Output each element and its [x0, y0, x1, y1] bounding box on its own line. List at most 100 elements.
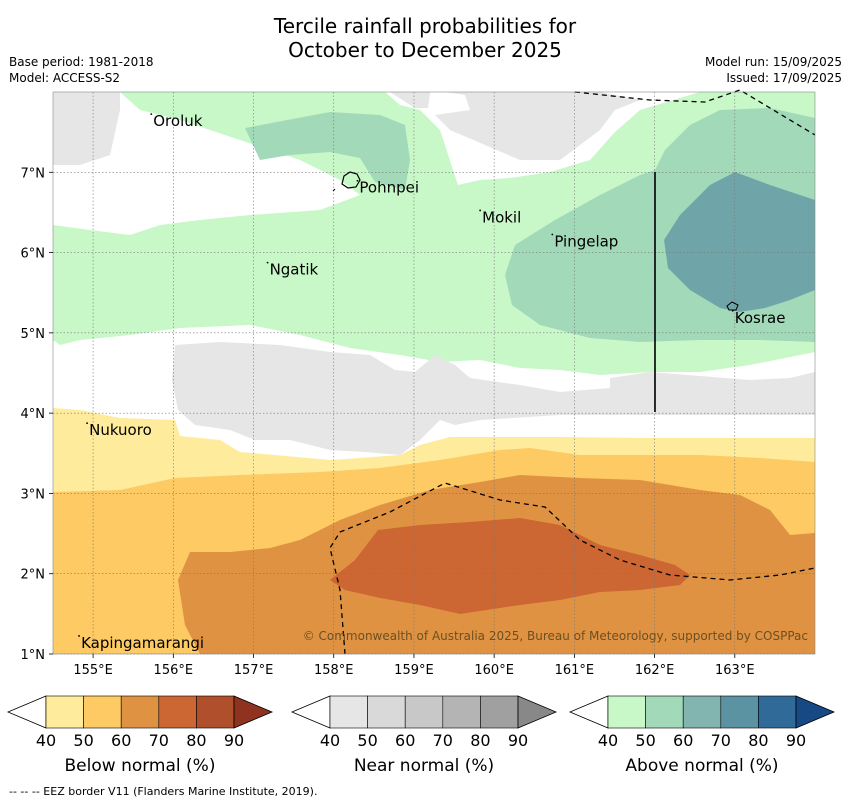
eez-footnote: -- -- -- EEZ border V11 (Flanders Marine…	[9, 785, 318, 798]
place-label-ngatik: Ngatik	[270, 261, 319, 279]
place-label-nukuoro: Nukuoro	[89, 421, 152, 439]
above-normal-50-region-west	[245, 112, 410, 190]
eez-borders	[329, 89, 816, 655]
legend-tick-label: 50	[357, 731, 377, 750]
legend-low-arrow	[568, 695, 609, 729]
lon-tick-label: 160°E	[474, 663, 514, 678]
meta-right: Model run: 15/09/2025 Issued: 17/09/2025	[705, 54, 842, 86]
legend-tick-label: 80	[470, 731, 490, 750]
legend-high-arrow	[795, 695, 836, 729]
lon-tick-label: 161°E	[555, 663, 595, 678]
place-label-pohnpei: Pohnpei	[359, 179, 419, 197]
place-marker-icon	[150, 113, 153, 115]
legend-tick-label: 70	[149, 731, 169, 750]
legend-tick-label: 50	[73, 731, 93, 750]
legend-2: 40 50 60 70 80 90	[568, 695, 836, 750]
legend-swatch	[45, 695, 84, 729]
legend-swatch	[329, 695, 368, 729]
legend-tick-label: 60	[673, 731, 693, 750]
legend-high-arrow	[233, 695, 274, 729]
pohnpei-islet-icon	[332, 188, 336, 192]
lon-tick-label: 156°E	[154, 663, 194, 678]
lat-tick-label: 5°N	[21, 327, 46, 342]
legend-swatch	[83, 695, 122, 729]
above-normal-60-region	[664, 172, 815, 312]
legend-title: Below normal (%)	[64, 756, 216, 776]
legend-tick-label: 40	[320, 731, 340, 750]
title-line-2: October to December 2025	[288, 38, 562, 62]
legend-title: Near normal (%)	[353, 756, 495, 776]
legend-tick-label: 80	[186, 731, 206, 750]
legend-swatch	[607, 695, 646, 729]
legend-high-arrow	[517, 695, 558, 729]
legend-tick-label: 90	[786, 731, 806, 750]
place-marker-icon	[551, 233, 554, 236]
lat-tick-label: 7°N	[21, 166, 46, 181]
legend-swatch	[196, 695, 235, 729]
legend-tick-label: 50	[635, 731, 655, 750]
lat-tick-label: 4°N	[21, 407, 46, 422]
legend-tick-label: 40	[598, 731, 618, 750]
axis-labels: 155°E 156°E 157°E 158°E 159°E 160°E 161°E 162°E…	[21, 166, 755, 678]
legend-tick-label: 80	[748, 731, 768, 750]
legend-swatch	[720, 695, 759, 729]
place-labels: Oroluk Pohnpei Mokil Pingelap Ngatik Kosrae Nu…	[78, 112, 785, 652]
legend-tick-label: 70	[433, 731, 453, 750]
meta-left: Base period: 1981-2018 Model: ACCESS-S2	[9, 54, 154, 86]
lon-tick-label: 155°E	[73, 663, 113, 678]
place-label-oroluk: Oroluk	[153, 112, 202, 130]
near-normal-band	[172, 342, 815, 455]
legend-swatch	[682, 695, 722, 729]
legend-low-arrow	[6, 695, 47, 729]
place-label-mokil: Mokil	[482, 208, 521, 226]
lon-tick-label: 157°E	[234, 663, 274, 678]
place-label-kapingamarangi: Kapingamarangi	[81, 634, 204, 652]
map-title: Tercile rainfall probabilities for Octob…	[0, 14, 850, 62]
eez-border-north	[574, 89, 816, 136]
legend-1: 40 50 60 70 80 90	[290, 695, 558, 750]
near-normal-region-ne	[435, 92, 640, 160]
legend-swatch	[404, 695, 444, 729]
model-name: Model: ACCESS-S2	[9, 71, 121, 85]
lon-tick-label: 162°E	[635, 663, 675, 678]
legend-swatch	[645, 695, 684, 729]
issued-date: Issued: 17/09/2025	[726, 71, 842, 85]
eez-border-south	[329, 482, 816, 655]
legend-tick-label: 40	[36, 731, 56, 750]
place-marker-icon	[731, 309, 734, 312]
title-line-1: Tercile rainfall probabilities for	[273, 14, 577, 38]
place-label-pingelap: Pingelap	[554, 233, 618, 251]
legend-swatch	[442, 695, 481, 729]
place-label-kosrae: Kosrae	[735, 309, 786, 327]
legend-title: Above normal (%)	[625, 756, 779, 776]
kosrae-outline-icon	[726, 301, 739, 311]
model-run: Model run: 15/09/2025	[704, 55, 842, 69]
legend-swatch	[120, 695, 160, 729]
plot-frame	[52, 91, 816, 655]
pohnpei-outline-icon	[341, 171, 361, 189]
legend-swatch	[480, 695, 519, 729]
near-normal-region-nw	[53, 92, 120, 165]
legend-swatch	[158, 695, 197, 729]
legend-tick-label: 90	[224, 731, 244, 750]
place-marker-icon	[266, 261, 269, 264]
lon-tick-label: 158°E	[314, 663, 354, 678]
place-marker-icon	[86, 422, 88, 425]
below-normal-70-region	[330, 518, 690, 614]
near-normal-region-n	[390, 92, 430, 108]
legend-swatch	[367, 695, 406, 729]
legend-tick-label: 60	[111, 731, 131, 750]
legend-swatch	[758, 695, 797, 729]
lat-tick-label: 1°N	[21, 648, 46, 663]
lat-tick-label: 3°N	[21, 487, 46, 502]
place-marker-icon	[78, 635, 80, 637]
probability-fields	[53, 92, 815, 654]
legend-colorbars: 40 50 60 70 80 90 40 50 60 70 80 90 40 50 60 70 80 90	[6, 695, 836, 750]
lon-tick-label: 163°E	[715, 663, 755, 678]
place-marker-icon	[356, 179, 359, 182]
lat-tick-label: 2°N	[21, 568, 46, 583]
lat-tick-label: 6°N	[21, 247, 46, 262]
legend-tick-label: 90	[508, 731, 528, 750]
place-marker-icon	[479, 209, 482, 212]
